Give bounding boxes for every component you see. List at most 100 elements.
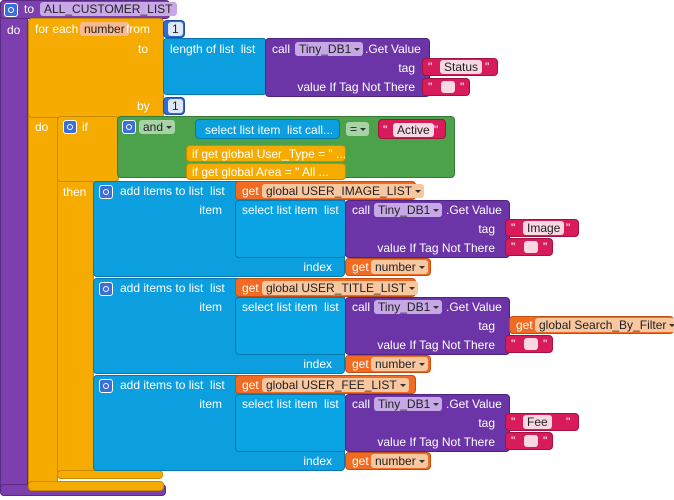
component[interactable]: Tiny_DB1 (295, 42, 364, 56)
label: if get global User_Type = " ... (192, 147, 347, 161)
string-value[interactable]: Fee (523, 415, 552, 429)
string-value[interactable]: Image (523, 221, 565, 235)
label: .Get Value (365, 42, 421, 56)
label: .Get Value (446, 397, 502, 411)
label: tag (398, 61, 415, 75)
variable[interactable]: number (371, 260, 428, 274)
mutator-icon[interactable] (99, 185, 113, 199)
select-block[interactable] (235, 394, 346, 452)
quote: " (566, 221, 571, 235)
select-block[interactable] (235, 200, 346, 258)
label: if get global Area = " All ... (192, 165, 329, 179)
label: item (199, 300, 222, 314)
label: add items to list list (120, 281, 225, 295)
condition-block[interactable] (186, 163, 346, 180)
label: length of list list (170, 42, 256, 56)
label: select list item list (242, 397, 339, 411)
label: get (242, 184, 259, 198)
keyword: do (7, 23, 21, 37)
quote: " (543, 337, 548, 351)
quote: " (543, 240, 548, 254)
loop-variable[interactable]: number (80, 22, 129, 36)
quote: " (511, 240, 516, 254)
mutator-icon[interactable] (99, 282, 113, 296)
variable[interactable]: global Search_By_Filter (535, 318, 674, 332)
label: select list item list (242, 300, 339, 314)
operator[interactable]: and (139, 120, 176, 134)
quote: " (485, 60, 490, 74)
label: from (126, 22, 150, 36)
label: .Get Value (446, 203, 502, 217)
label: value If Tag Not There (377, 241, 495, 255)
mutator-icon[interactable] (4, 3, 18, 17)
variable[interactable]: global USER_IMAGE_LIST (262, 184, 425, 198)
label: for each (35, 22, 79, 36)
label: value If Tag Not There (297, 80, 415, 94)
string-value[interactable] (524, 435, 538, 447)
label: add items to list list (120, 378, 225, 392)
quote: " (428, 80, 433, 94)
string-value[interactable] (524, 241, 538, 253)
label: call (352, 300, 371, 314)
quote: " (460, 80, 465, 94)
component[interactable]: Tiny_DB1 (374, 397, 443, 411)
number[interactable]: 1 (168, 22, 183, 36)
label: value If Tag Not There (377, 435, 495, 449)
if-footer (57, 470, 163, 479)
keyword: then (63, 185, 87, 199)
label: call (352, 397, 371, 411)
variable[interactable]: global USER_FEE_LIST (262, 378, 409, 392)
mutator-icon[interactable] (122, 120, 136, 134)
label: get (242, 281, 259, 295)
label: .Get Value (446, 300, 502, 314)
variable[interactable]: number (371, 454, 428, 468)
label: by (137, 99, 150, 113)
quote: " (434, 123, 439, 137)
quote: " (383, 123, 388, 137)
quote: " (511, 415, 516, 429)
component[interactable]: Tiny_DB1 (374, 300, 443, 314)
variable[interactable]: number (371, 357, 428, 371)
label: select list item list call... (205, 123, 334, 137)
label: tag (478, 416, 495, 430)
label: value If Tag Not There (377, 338, 495, 352)
label: call (272, 42, 291, 56)
label: get (516, 318, 533, 332)
quote: " (566, 415, 571, 429)
label: item (199, 203, 222, 217)
label: tag (478, 222, 495, 236)
procedure-name[interactable]: ALL_CUSTOMER_LIST (40, 2, 177, 16)
label: get (352, 260, 369, 274)
select-block[interactable] (195, 119, 340, 139)
keyword: if (82, 120, 88, 134)
procedure-block[interactable] (0, 0, 28, 496)
label: get (352, 454, 369, 468)
label: tag (478, 319, 495, 333)
string-value[interactable] (441, 81, 455, 93)
keyword: to (24, 2, 35, 16)
label: to (138, 42, 149, 56)
string-value[interactable] (524, 338, 538, 350)
variable[interactable]: global USER_TITLE_LIST (262, 281, 419, 295)
component[interactable]: Tiny_DB1 (374, 203, 443, 217)
string-value[interactable]: Status (440, 60, 483, 74)
label: select list item list (242, 203, 339, 217)
mutator-icon[interactable] (63, 120, 77, 134)
operator[interactable]: = (346, 122, 370, 136)
for-each-footer (28, 481, 164, 491)
length-block[interactable] (163, 38, 267, 95)
condition-block[interactable] (186, 145, 346, 162)
string-value[interactable]: Active (393, 123, 434, 137)
quote: " (511, 337, 516, 351)
label: index (303, 260, 332, 274)
label: get (352, 357, 369, 371)
number[interactable]: 1 (168, 99, 183, 113)
mutator-icon[interactable] (99, 379, 113, 393)
select-block[interactable] (235, 297, 346, 355)
quote: " (511, 221, 516, 235)
quote: " (428, 60, 433, 74)
keyword: do (35, 120, 49, 134)
label: add items to list list (120, 184, 225, 198)
quote: " (511, 434, 516, 448)
